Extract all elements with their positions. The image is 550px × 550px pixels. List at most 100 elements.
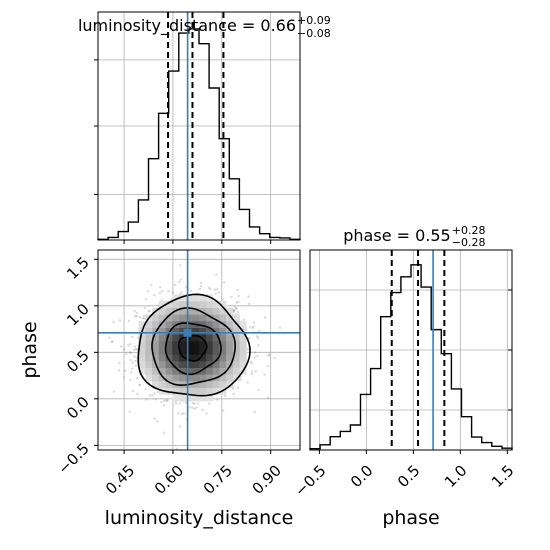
density-cell — [192, 307, 200, 315]
sample-point — [138, 383, 142, 387]
density-cell — [199, 381, 207, 388]
density-cell — [226, 347, 234, 355]
truth-crosshair — [98, 250, 300, 450]
density-cell — [212, 334, 220, 342]
sample-point — [135, 377, 139, 380]
density-cell — [239, 321, 247, 328]
sample-point — [162, 431, 166, 435]
sample-point — [250, 360, 253, 364]
sample-point — [156, 390, 159, 393]
density-cell — [185, 321, 193, 328]
density-cell — [199, 327, 207, 335]
sample-point — [95, 317, 97, 319]
sample-point — [193, 407, 196, 410]
sample-point — [176, 412, 180, 415]
sample-point — [242, 318, 245, 322]
sample-point — [250, 370, 254, 373]
sample-point — [131, 335, 134, 339]
sample-point — [278, 326, 282, 329]
density-cell — [199, 387, 207, 395]
joint-y-axis-label: phase — [19, 321, 41, 378]
phase-grid — [310, 250, 512, 450]
sample-point — [257, 329, 261, 333]
sample-point — [129, 371, 133, 374]
density-cell — [199, 354, 207, 362]
sample-point — [112, 321, 115, 324]
joint-frame — [97, 249, 301, 451]
density-cell — [232, 367, 240, 375]
density-cell — [185, 314, 193, 322]
density-cell — [165, 347, 173, 355]
sample-point — [131, 367, 134, 371]
sample-point — [268, 353, 271, 356]
sample-point — [256, 336, 260, 340]
sample-point — [148, 309, 151, 313]
sample-point — [236, 288, 239, 292]
density-cell — [232, 354, 240, 362]
density-cell — [219, 381, 227, 388]
sample-point — [189, 289, 193, 293]
sample-point — [134, 315, 137, 318]
sample-point — [217, 291, 220, 294]
density-cell — [152, 381, 160, 388]
phase-histogram-panel: −0.5 0.0 0.5 1.0 1.5 phase = 0.55 +0.28 −0.2… — [291, 224, 517, 529]
density-cell — [185, 361, 193, 368]
density-cell — [165, 314, 173, 322]
density-cell — [158, 354, 166, 362]
phase-quantile-lines — [390, 250, 446, 450]
sample-point — [230, 295, 233, 299]
contour-line — [137, 293, 251, 397]
density-cell — [145, 341, 153, 348]
phase-ticks: −0.5 0.0 0.5 1.0 1.5 — [291, 289, 518, 500]
phase-x-axis-label: phase — [382, 507, 439, 529]
density-cell — [232, 347, 240, 355]
density-cell — [219, 341, 227, 348]
density-cell — [158, 347, 166, 355]
density-cell — [212, 347, 220, 355]
sample-point — [117, 369, 121, 372]
density-cell — [172, 301, 180, 308]
density-cell — [165, 361, 173, 368]
sample-point — [266, 364, 269, 368]
density-cell — [219, 374, 227, 382]
sample-point — [237, 294, 240, 298]
sample-point — [235, 307, 238, 310]
sample-point — [232, 308, 236, 312]
density-cell — [152, 347, 160, 355]
density-cell — [199, 321, 207, 328]
density-cell — [179, 341, 187, 348]
density-cell — [226, 374, 234, 382]
density-cell — [138, 361, 146, 368]
sample-point — [188, 406, 191, 409]
truth-marker — [183, 328, 192, 337]
sample-point — [138, 383, 141, 386]
joint-density — [95, 250, 300, 450]
sample-point — [266, 396, 270, 399]
density-cell — [145, 354, 153, 362]
density-cell — [172, 354, 180, 362]
density-cell — [212, 301, 220, 308]
density-cell — [205, 321, 213, 328]
density-cell — [205, 374, 213, 382]
density-cell — [185, 394, 193, 402]
density-cell — [192, 341, 200, 348]
density-cell — [158, 361, 166, 368]
density-cell — [212, 381, 220, 388]
density-cell — [205, 354, 213, 362]
density-cell — [219, 367, 227, 375]
sample-point — [249, 325, 252, 329]
sample-point — [129, 378, 132, 382]
sample-point — [178, 402, 181, 405]
density-cell — [145, 334, 153, 342]
density-cell — [199, 361, 207, 368]
sample-point — [136, 392, 139, 396]
luminosity-distance-ticks — [94, 59, 272, 244]
density-cell — [179, 314, 187, 322]
density-cell — [185, 387, 193, 395]
sample-point — [151, 394, 154, 397]
luminosity-distance-histogram-panel: luminosity_distance = 0.66 +0.09 −0.08 — [78, 11, 331, 244]
density-cell — [185, 294, 193, 302]
density-cell — [172, 367, 180, 375]
density-cell — [199, 347, 207, 355]
sample-point — [205, 412, 208, 415]
